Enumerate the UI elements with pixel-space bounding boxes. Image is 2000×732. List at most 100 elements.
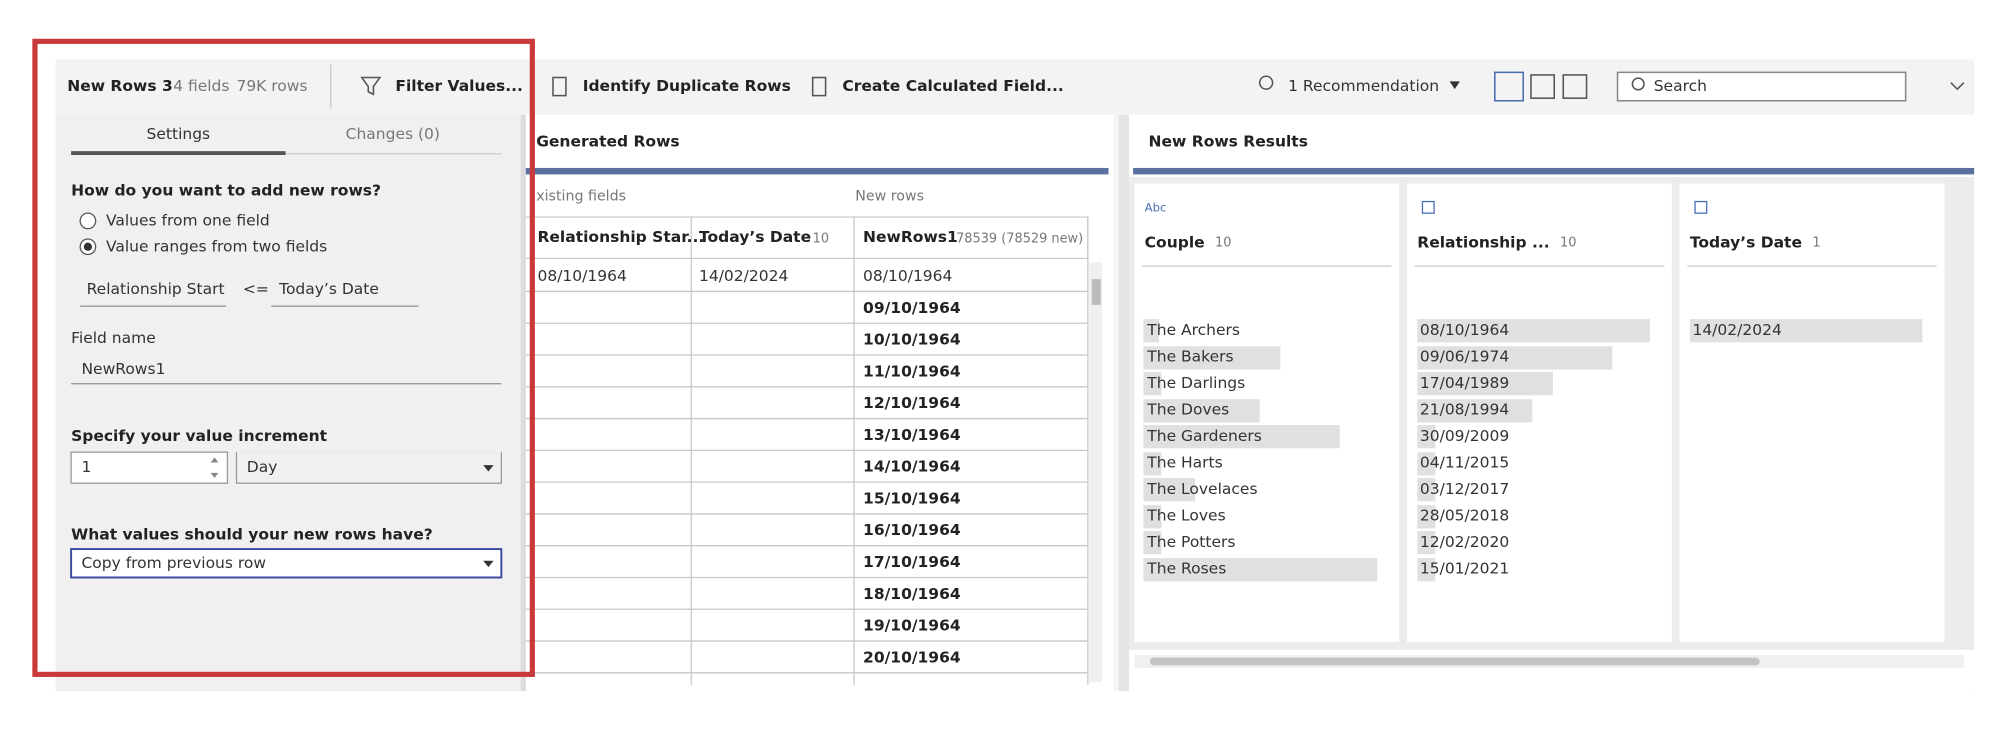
card-count: 10 [1560, 235, 1576, 250]
search-placeholder[interactable]: Search [1654, 77, 1707, 95]
divider [1118, 114, 1130, 692]
profile-bar [1417, 372, 1553, 396]
increment-value[interactable]: 1 [81, 458, 91, 476]
profile-value: 30/09/2009 [1420, 427, 1509, 445]
toolbar-button[interactable]: Filter Values... [395, 77, 523, 95]
profile-bar [1417, 425, 1436, 449]
dropdown-arrow[interactable] [483, 465, 494, 472]
toolbar-button[interactable]: Identify Duplicate Rows [583, 77, 791, 95]
profile-bar [1143, 372, 1162, 396]
profile-bar [1143, 425, 1340, 449]
bulb-icon [1258, 75, 1274, 90]
fields-count: 4 fields [173, 77, 229, 95]
divider [520, 114, 526, 692]
cell-new: 18/10/1964 [863, 585, 961, 603]
profile-value: 28/05/2018 [1420, 507, 1509, 525]
operator: <= [243, 280, 269, 298]
panel-title: New Rows Results [1149, 133, 1308, 151]
view-toggle[interactable] [1494, 71, 1525, 102]
scroll-thumb[interactable] [1091, 279, 1101, 305]
col-header: Today’s Date [699, 228, 811, 246]
option[interactable]: Values from one field [106, 211, 270, 229]
h-scroll-thumb[interactable] [1149, 657, 1760, 666]
fill-select[interactable] [70, 548, 503, 579]
profile-value: 15/01/2021 [1420, 560, 1509, 578]
profile-bar [1417, 452, 1436, 476]
card-count: 1 [1812, 235, 1820, 250]
cell-new: 17/10/1964 [863, 553, 961, 571]
panel-bar [1133, 167, 1975, 175]
profile-card [1679, 183, 1945, 643]
profile-bar [1143, 558, 1378, 582]
profile-value: 04/11/2015 [1420, 454, 1509, 472]
toolbar-button[interactable]: Create Calculated Field... [842, 77, 1063, 95]
cell: 14/02/2024 [699, 267, 788, 285]
dropdown-arrow[interactable] [1449, 81, 1460, 90]
type-icon: Abc [1145, 200, 1167, 214]
cell-new: 11/10/1964 [863, 362, 961, 380]
profile-bar [1417, 346, 1613, 370]
card-name: Couple [1145, 233, 1205, 251]
profile-bar [1143, 346, 1281, 370]
type-icon [1421, 200, 1435, 214]
option[interactable]: Value ranges from two fields [106, 237, 327, 255]
field-name-input[interactable]: NewRows1 [81, 360, 165, 378]
radio[interactable] [79, 212, 97, 230]
panel-bar [523, 167, 1109, 175]
spinner[interactable] [210, 457, 219, 479]
scrollbar[interactable] [1089, 262, 1103, 683]
label: Field name [71, 329, 156, 347]
tab[interactable]: Settings [147, 125, 211, 143]
profile-bar [1689, 319, 1923, 343]
profile-bar [1417, 399, 1533, 423]
question: What values should your new rows have? [71, 525, 433, 543]
doc-icon [811, 76, 827, 97]
profile-bar [1417, 558, 1436, 582]
increment-input[interactable] [70, 451, 229, 484]
profile-bar [1143, 319, 1159, 343]
rows-count: 79K rows [236, 77, 307, 95]
col-header: Relationship Star... [537, 228, 704, 246]
dropdown-arrow[interactable] [483, 560, 494, 568]
profile-bar [1143, 505, 1162, 529]
group-label: xisting fields [536, 188, 626, 204]
tab-underline [71, 151, 286, 156]
profile-bar [1417, 319, 1650, 343]
profile-value: The Gardeners [1146, 427, 1262, 445]
range-start[interactable]: Relationship Start [87, 280, 225, 298]
profile-value: The Lovelaces [1146, 480, 1257, 498]
chevron[interactable] [1950, 82, 1965, 91]
unit-value[interactable]: Day [247, 458, 278, 476]
cell-new: 16/10/1964 [863, 521, 961, 539]
step-name: New Rows 3 [67, 77, 173, 95]
search-box[interactable] [1616, 71, 1907, 102]
profile-value: 03/12/2017 [1420, 480, 1509, 498]
fill-value[interactable]: Copy from previous row [81, 554, 266, 572]
profile-value: The Potters [1146, 533, 1235, 551]
profile-value: The Roses [1146, 560, 1226, 578]
cell: 08/10/1964 [537, 267, 626, 285]
cell-new: 15/10/1964 [863, 489, 961, 507]
col-header: NewRows1 [863, 228, 958, 246]
col-count: 78539 (78529 new) [956, 232, 1083, 247]
profile-value: 21/08/1994 [1420, 401, 1509, 419]
highlight-box [32, 38, 535, 677]
label: Specify your value increment [71, 427, 328, 445]
doc-icon [552, 76, 567, 97]
view-toggle[interactable] [1530, 74, 1556, 99]
profile-value: 17/04/1989 [1420, 374, 1509, 392]
type-icon [1694, 200, 1708, 214]
search-icon [1631, 77, 1645, 91]
profile-bar [1143, 452, 1162, 476]
profile-value: 09/06/1974 [1420, 348, 1509, 366]
view-toggle[interactable] [1562, 74, 1588, 99]
profile-value: 14/02/2024 [1692, 321, 1781, 339]
cell-new: 14/10/1964 [863, 458, 961, 476]
question: How do you want to add new rows? [71, 182, 381, 200]
range-end[interactable]: Today’s Date [278, 280, 379, 298]
tab[interactable]: Changes (0) [346, 125, 440, 143]
profile-value: The Doves [1146, 401, 1229, 419]
profile-value: 12/02/2020 [1420, 533, 1509, 551]
recommendation[interactable]: 1 Recommendation [1288, 77, 1439, 95]
card-count: 10 [1215, 235, 1231, 250]
